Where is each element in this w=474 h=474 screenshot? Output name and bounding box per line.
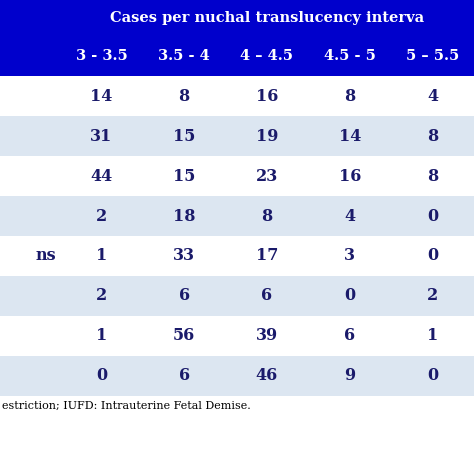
- Bar: [0, 36, 474, 76]
- Text: 5 – 5.5: 5 – 5.5: [406, 49, 459, 63]
- Bar: [0, 0, 474, 36]
- Text: 15: 15: [173, 128, 195, 145]
- Text: 6: 6: [262, 288, 273, 304]
- Text: 0: 0: [344, 288, 356, 304]
- Text: 44: 44: [90, 167, 112, 184]
- Text: 15: 15: [173, 167, 195, 184]
- Text: 0: 0: [427, 247, 438, 264]
- Text: 8: 8: [179, 88, 190, 104]
- Text: 31: 31: [90, 128, 112, 145]
- Bar: [0, 76, 474, 116]
- Text: ns: ns: [36, 247, 56, 264]
- Text: 4 – 4.5: 4 – 4.5: [240, 49, 293, 63]
- Text: 2: 2: [96, 288, 107, 304]
- Bar: [0, 116, 474, 156]
- Bar: [0, 236, 474, 276]
- Text: 8: 8: [427, 128, 438, 145]
- Text: 8: 8: [344, 88, 356, 104]
- Text: 0: 0: [427, 367, 438, 384]
- Text: 3 - 3.5: 3 - 3.5: [75, 49, 128, 63]
- Text: 1: 1: [96, 247, 107, 264]
- Bar: [0, 356, 474, 396]
- Text: 8: 8: [427, 167, 438, 184]
- Text: 16: 16: [256, 88, 278, 104]
- Text: 2: 2: [427, 288, 438, 304]
- Text: 56: 56: [173, 328, 195, 345]
- Text: Cases per nuchal translucency interva: Cases per nuchal translucency interva: [110, 11, 424, 25]
- Text: 14: 14: [338, 128, 361, 145]
- Text: 0: 0: [96, 367, 107, 384]
- Text: 23: 23: [256, 167, 278, 184]
- Text: 4: 4: [344, 208, 356, 225]
- Bar: [0, 276, 474, 316]
- Text: 39: 39: [256, 328, 278, 345]
- Text: 1: 1: [427, 328, 438, 345]
- Text: 8: 8: [261, 208, 273, 225]
- Text: 1: 1: [96, 328, 107, 345]
- Text: 0: 0: [427, 208, 438, 225]
- Text: estriction; IUFD: Intrauterine Fetal Demise.: estriction; IUFD: Intrauterine Fetal Dem…: [2, 401, 251, 411]
- Text: 18: 18: [173, 208, 195, 225]
- Text: 4.5 - 5: 4.5 - 5: [324, 49, 376, 63]
- Text: 3.5 - 4: 3.5 - 4: [158, 49, 210, 63]
- Text: 6: 6: [179, 367, 190, 384]
- Text: 2: 2: [96, 208, 107, 225]
- Bar: [0, 196, 474, 236]
- Text: 19: 19: [256, 128, 278, 145]
- Text: 14: 14: [90, 88, 113, 104]
- Text: 33: 33: [173, 247, 195, 264]
- Text: 17: 17: [256, 247, 278, 264]
- Bar: [0, 316, 474, 356]
- Text: 46: 46: [256, 367, 278, 384]
- Text: 6: 6: [179, 288, 190, 304]
- Bar: [0, 156, 474, 196]
- Text: 6: 6: [344, 328, 356, 345]
- Text: 9: 9: [344, 367, 356, 384]
- Text: 16: 16: [338, 167, 361, 184]
- Text: 3: 3: [344, 247, 356, 264]
- Text: 4: 4: [427, 88, 438, 104]
